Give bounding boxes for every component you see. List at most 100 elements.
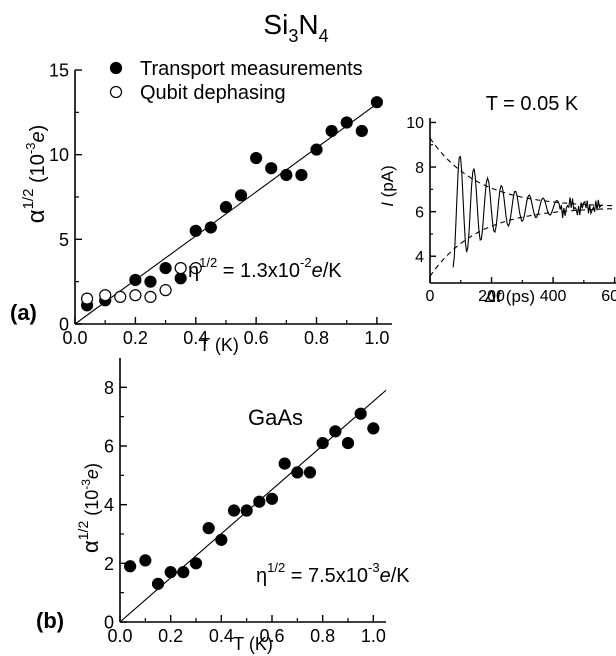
panel-b-point-filled: [253, 495, 266, 508]
panel-a-fit-line: [74, 103, 378, 325]
inset-y-tick-label: 10: [406, 115, 424, 132]
panel-b-y-tick-label: 8: [104, 378, 114, 398]
panel-a-point-filled: [295, 168, 308, 182]
panel-b: GaAs 0.0 0.2 0.4 0.6 0.8 1.0 0 2 4 6 8 η1/2 = 7.5…: [36, 358, 410, 654]
panel-b-fit-line: [119, 389, 387, 623]
panel-a-point-filled: [159, 262, 172, 275]
panel-a-x-tick-label: 0.6: [244, 328, 269, 348]
panel-b-x-tick-label: 0.0: [107, 626, 132, 646]
panel-a-point-open: [80, 292, 94, 305]
inset-title: T = 0.05 K: [486, 93, 579, 115]
panel-a-axes: [74, 69, 392, 325]
panel-b-data-points: [124, 407, 380, 590]
panel-a-y-tick-label: 5: [59, 230, 69, 250]
legend-label-qubit: Qubit dephasing: [140, 82, 286, 104]
panel-b-y-label: α1/2 (10-3e): [75, 463, 103, 553]
panel-b-point-filled: [227, 504, 241, 517]
panel-b-point-filled: [354, 407, 367, 420]
panel-a-x-tick-label: 0.2: [123, 328, 148, 348]
panel-b-point-filled: [240, 504, 253, 517]
inset-x-tick-label: 200: [478, 288, 505, 305]
panel-b-point-filled: [189, 557, 203, 570]
panel-b-eta-annotation: η1/2 = 7.5x10-3e/K: [256, 560, 410, 587]
panel-a-point-filled: [340, 116, 353, 129]
panel-b-point-filled: [139, 554, 152, 567]
panel-b-point-filled: [151, 577, 165, 590]
panel-a-x-label: T (K): [199, 335, 239, 355]
panel-a-point-open: [174, 262, 187, 275]
panel-a-label: (a): [10, 300, 37, 325]
panel-a-inset: 0 200 400 600 4 6 8 10 T = 0.05 K Δt (ps) I (p…: [378, 93, 616, 306]
panel-b-point-filled: [303, 466, 317, 479]
panel-a-y-tick-label: 15: [49, 60, 69, 80]
panel-b-x-tick-label: 0.6: [259, 626, 284, 646]
panel-b-point-filled: [367, 422, 380, 435]
inset-x-tick-label: 0: [426, 288, 435, 305]
panel-b-y-tick-label: 0: [104, 612, 114, 632]
inset-x-tick-labels: 0 200 400 600: [426, 288, 616, 305]
inset-y-tick-labels: 4 6 8 10: [406, 115, 424, 266]
panel-a-point-filled: [129, 273, 142, 287]
panel-a-point-filled: [280, 168, 293, 182]
panel-b-point-filled: [291, 466, 304, 479]
panel-b-x-label: T (K): [233, 634, 273, 654]
panel-a-point-filled: [325, 124, 338, 138]
panel-a-point-filled: [219, 201, 233, 214]
panel-a-point-open: [189, 262, 202, 275]
panel-a-point-open: [99, 289, 112, 302]
panel-b-title: GaAs: [248, 405, 303, 430]
panel-a-point-filled: [204, 221, 217, 234]
panel-b-point-filled: [278, 457, 291, 470]
inset-curves: [429, 137, 616, 277]
legend-label-transport: Transport measurements: [140, 58, 363, 80]
panel-a-point-filled: [310, 143, 323, 156]
panel-b-fit-line-group: [119, 389, 387, 623]
panel-b-point-filled: [341, 436, 355, 450]
panel-a-point-filled: [144, 275, 157, 288]
inset-envelope-lower: [429, 208, 616, 277]
panel-a: Si3N4 0.0 0.2 0.4 0.6 0.8 1.0 0 5 10 15 Transpor…: [10, 9, 392, 355]
panel-a-x-tick-labels: 0.0 0.2 0.4 0.6 0.8 1.0: [62, 328, 389, 348]
panel-a-point-filled: [355, 124, 368, 138]
panel-a-point-open: [114, 290, 127, 304]
inset-envelope-upper: [429, 137, 616, 207]
panel-a-point-filled: [174, 272, 187, 285]
panel-b-axes: [119, 358, 386, 623]
panel-a-point-filled: [189, 224, 202, 237]
panel-b-y-tick-label: 6: [104, 436, 114, 456]
legend-marker-filled: [109, 61, 123, 75]
panel-b-label: (b): [36, 608, 64, 633]
inset-oscillation-curve: [452, 155, 603, 268]
inset-y-tick-label: 6: [415, 204, 424, 221]
panel-b-point-filled: [124, 560, 137, 573]
panel-b-point-filled: [265, 492, 279, 505]
panel-b-point-filled: [177, 566, 190, 579]
panel-b-point-filled: [316, 436, 329, 450]
panel-a-point-open: [144, 290, 157, 304]
panel-b-x-tick-label: 0.2: [158, 626, 183, 646]
panel-b-point-filled: [329, 425, 342, 438]
panel-a-x-tick-label: 1.0: [364, 328, 389, 348]
inset-x-tick-label: 400: [540, 288, 567, 305]
panel-b-x-tick-labels: 0.0 0.2 0.4 0.6 0.8 1.0: [107, 626, 385, 646]
panel-a-y-label: α1/2 (10-3e): [20, 125, 50, 224]
panel-b-point-filled: [202, 522, 215, 535]
panel-a-y-tick-label: 10: [49, 145, 69, 165]
panel-b-x-tick-label: 0.4: [209, 626, 234, 646]
inset-y-tick-label: 4: [415, 249, 424, 266]
panel-a-data-points: [80, 96, 384, 312]
inset-y-tick-label: 8: [415, 160, 424, 177]
panel-a-point-open: [159, 284, 172, 297]
inset-x-label: Δt (ps): [484, 287, 535, 306]
inset-x-tick-label: 600: [601, 288, 616, 305]
panel-a-x-tick-label: 0.4: [183, 328, 208, 348]
panel-b-x-tick-label: 0.8: [310, 626, 335, 646]
panel-a-legend: Transport measurements Qubit dephasing: [109, 58, 363, 104]
panel-a-point-filled: [265, 162, 278, 175]
panel-b-y-tick-labels: 0 2 4 6 8: [104, 378, 114, 633]
panel-a-point-filled: [370, 96, 384, 109]
panel-a-point-filled: [234, 189, 248, 202]
panel-a-point-filled: [250, 151, 263, 165]
panel-a-y-tick-label: 0: [59, 314, 69, 334]
